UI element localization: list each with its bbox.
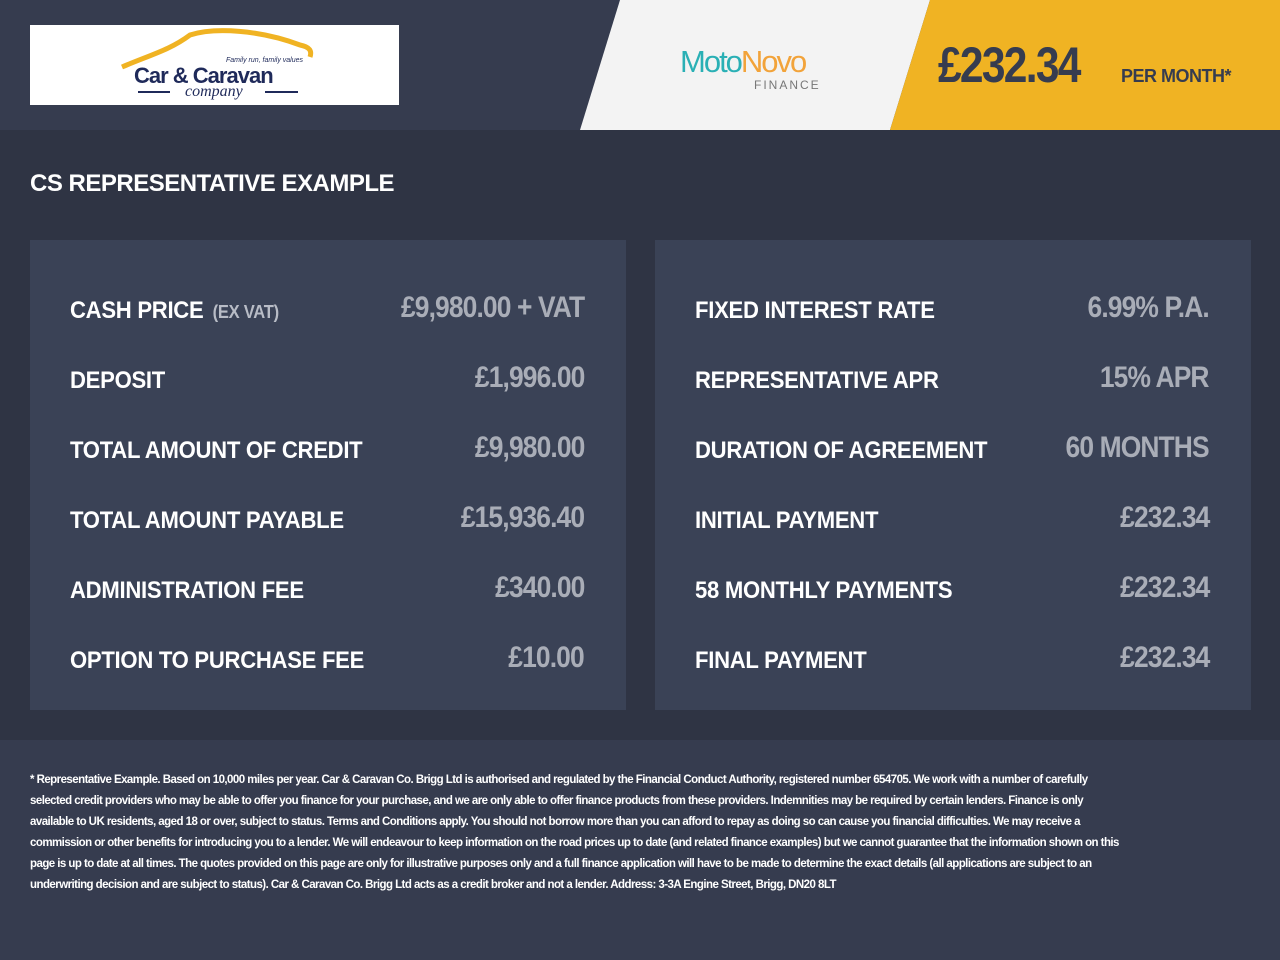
page-title: CS REPRESENTATIVE EXAMPLE bbox=[30, 170, 395, 197]
logo-sub: company bbox=[185, 83, 243, 100]
row-label: FIXED INTEREST RATE bbox=[695, 297, 935, 324]
row-value: £340.00 bbox=[494, 571, 585, 604]
row-value: £1,996.00 bbox=[474, 361, 584, 394]
finance-row: OPTION TO PURCHASE FEE £10.00 bbox=[70, 637, 585, 677]
row-value: £232.34 bbox=[1119, 501, 1210, 534]
car-silhouette-icon bbox=[121, 28, 314, 93]
row-label: 58 MONTHLY PAYMENTS bbox=[695, 577, 953, 604]
row-value: £9,980.00 + VAT bbox=[400, 291, 585, 324]
row-value: £232.34 bbox=[1119, 641, 1210, 674]
disclaimer: * Representative Example. Based on 10,00… bbox=[30, 774, 1119, 891]
finance-row: FINAL PAYMENT £232.34 bbox=[695, 637, 1210, 677]
finance-row: FIXED INTEREST RATE 6.99% P.A. bbox=[695, 287, 1210, 327]
finance-row: 58 MONTHLY PAYMENTS £232.34 bbox=[695, 567, 1210, 607]
row-label: TOTAL AMOUNT PAYABLE bbox=[70, 507, 344, 534]
row-note: (EX VAT) bbox=[212, 302, 279, 322]
motonovo-logo: MotoNovo bbox=[680, 44, 807, 79]
finance-row: DEPOSIT £1,996.00 bbox=[70, 357, 585, 397]
row-value: 15% APR bbox=[1100, 361, 1210, 394]
finance-row: DURATION OF AGREEMENT 60 MONTHS bbox=[695, 427, 1210, 467]
footer: * Representative Example. Based on 10,00… bbox=[0, 740, 1280, 960]
row-label: INITIAL PAYMENT bbox=[695, 507, 879, 534]
row-value: £10.00 bbox=[508, 641, 585, 674]
row-label: CASH PRICE (EX VAT) bbox=[70, 297, 279, 324]
row-value: £9,980.00 bbox=[474, 431, 584, 464]
finance-row: TOTAL AMOUNT OF CREDIT £9,980.00 bbox=[70, 427, 585, 467]
dealer-logo[interactable]: Family run, family values Car & Caravan … bbox=[30, 25, 399, 105]
per-month-label: PER MONTH* bbox=[1121, 66, 1232, 86]
row-label: OPTION TO PURCHASE FEE bbox=[70, 647, 365, 674]
finance-row: TOTAL AMOUNT PAYABLE £15,936.40 bbox=[70, 497, 585, 537]
header: Family run, family values Car & Caravan … bbox=[0, 0, 1280, 130]
finance-row: REPRESENTATIVE APR 15% APR bbox=[695, 357, 1210, 397]
left-panel: CASH PRICE (EX VAT) £9,980.00 + VAT DEPOSIT… bbox=[30, 240, 626, 710]
logo-tagline: Family run, family values bbox=[226, 57, 304, 64]
motonovo-finance: FINANCE bbox=[754, 78, 821, 92]
row-label: DURATION OF AGREEMENT bbox=[695, 437, 988, 464]
row-label: DEPOSIT bbox=[70, 367, 166, 394]
price-banner bbox=[890, 0, 1280, 130]
finance-row: INITIAL PAYMENT £232.34 bbox=[695, 497, 1210, 537]
right-panel: FIXED INTEREST RATE 6.99% P.A. REPRESENTAT… bbox=[655, 240, 1251, 710]
lender-banner bbox=[580, 0, 930, 130]
row-label: FINAL PAYMENT bbox=[695, 647, 867, 674]
row-label: REPRESENTATIVE APR bbox=[695, 367, 939, 394]
finance-row: CASH PRICE (EX VAT) £9,980.00 + VAT bbox=[70, 287, 585, 327]
row-label: TOTAL AMOUNT OF CREDIT bbox=[70, 437, 363, 464]
finance-row: ADMINISTRATION FEE £340.00 bbox=[70, 567, 585, 607]
row-label: ADMINISTRATION FEE bbox=[70, 577, 304, 604]
monthly-price: £232.34 bbox=[938, 37, 1081, 93]
row-value: 6.99% P.A. bbox=[1087, 291, 1210, 324]
row-value: £232.34 bbox=[1119, 571, 1210, 604]
row-value: 60 MONTHS bbox=[1065, 431, 1210, 464]
row-value: £15,936.40 bbox=[460, 501, 585, 534]
logo-name: Car & Caravan bbox=[134, 63, 274, 88]
